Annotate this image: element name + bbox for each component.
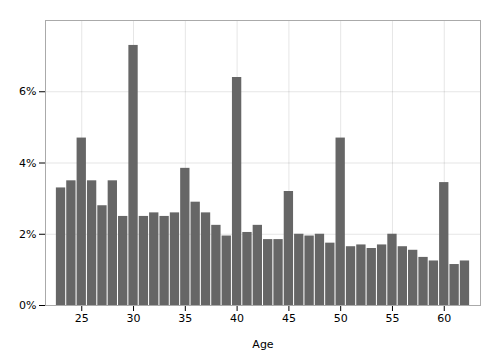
svg-text:50: 50 <box>334 312 348 325</box>
svg-text:60: 60 <box>437 312 451 325</box>
svg-text:2%: 2% <box>19 228 36 241</box>
svg-text:6%: 6% <box>19 85 36 98</box>
svg-text:35: 35 <box>178 312 192 325</box>
svg-text:40: 40 <box>230 312 244 325</box>
svg-text:25: 25 <box>75 312 89 325</box>
svg-text:4%: 4% <box>19 157 36 170</box>
svg-text:0%: 0% <box>19 299 36 312</box>
svg-text:30: 30 <box>127 312 141 325</box>
svg-text:Age: Age <box>252 338 274 350</box>
svg-text:45: 45 <box>282 312 296 325</box>
svg-text:55: 55 <box>385 312 399 325</box>
